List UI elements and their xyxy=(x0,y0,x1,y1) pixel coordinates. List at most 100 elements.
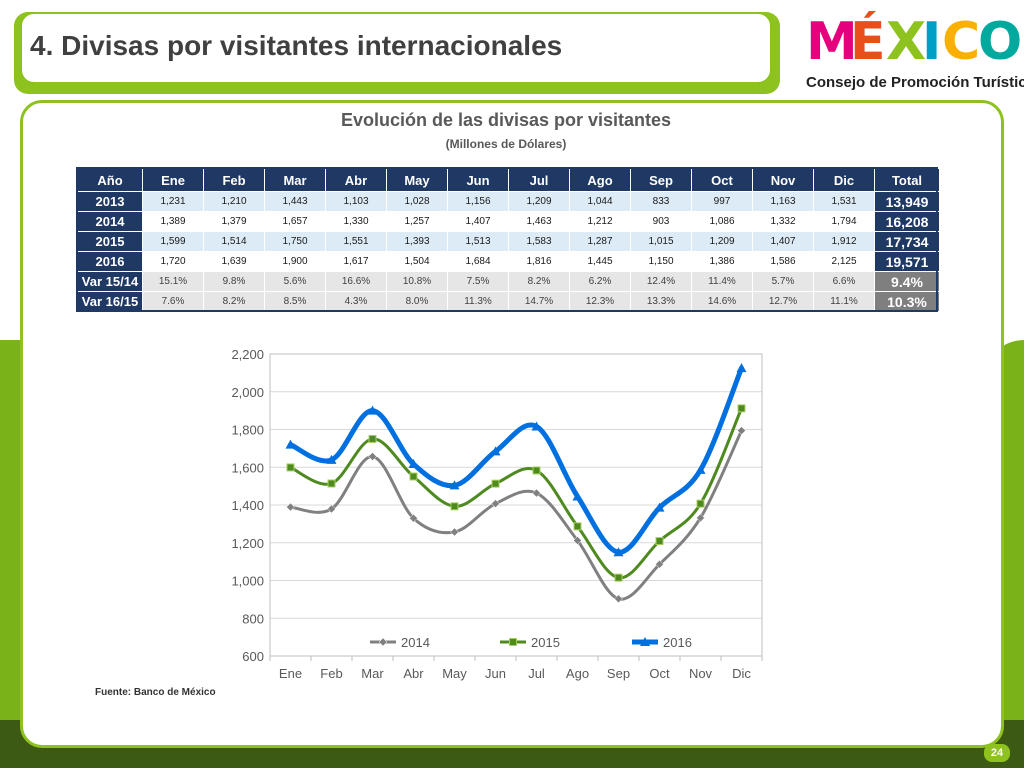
table-cell: 1,684 xyxy=(447,251,509,272)
table-cell: 1,794 xyxy=(813,211,875,232)
table-cell: 11.4% xyxy=(691,271,753,292)
data-point-2015 xyxy=(737,404,746,413)
y-tick-label: 1,800 xyxy=(231,423,264,438)
data-point-2015 xyxy=(450,502,459,511)
table-cell: 1,210 xyxy=(203,191,265,212)
total-cell: 13,949 xyxy=(874,191,940,212)
data-point-2015 xyxy=(286,463,295,472)
data-point-2016 xyxy=(367,405,378,415)
table-cell: 1,257 xyxy=(386,211,448,232)
table-cell: 1,386 xyxy=(691,251,753,272)
header-cell: Ago xyxy=(569,168,631,192)
data-point-2016 xyxy=(285,439,296,449)
header-cell: Mar xyxy=(264,168,326,192)
x-tick-label: Jul xyxy=(528,666,545,681)
data-table: Año Ene Feb Mar Abr May Jun Jul Ago Sep … xyxy=(77,168,940,312)
data-point-2014 xyxy=(491,499,500,509)
table-row: 2015 1,599 1,514 1,750 1,551 1,393 1,513 1,583 1… xyxy=(77,231,940,252)
table-cell: 1,389 xyxy=(142,211,204,232)
data-point-2015 xyxy=(614,573,623,582)
header-cell: Jul xyxy=(508,168,570,192)
table-cell: 1,393 xyxy=(386,231,448,252)
table-cell: 1,028 xyxy=(386,191,448,212)
table-cell: 8.0% xyxy=(386,291,448,312)
data-point-2016 xyxy=(572,491,583,501)
table-cell: 1,287 xyxy=(569,231,631,252)
header-cell: Feb xyxy=(203,168,265,192)
table-header-row: Año Ene Feb Mar Abr May Jun Jul Ago Sep … xyxy=(77,168,940,192)
table-cell: 8.5% xyxy=(264,291,326,312)
header-cell: Total xyxy=(874,168,940,192)
data-point-2016 xyxy=(326,454,337,464)
page-title: 4. Divisas por visitantes internacionale… xyxy=(30,30,563,61)
table-cell: 10.8% xyxy=(386,271,448,292)
x-tick-label: Jun xyxy=(485,666,506,681)
total-cell: 19,571 xyxy=(874,251,940,272)
data-point-2014 xyxy=(450,527,459,537)
x-tick-label: Abr xyxy=(403,666,424,681)
row-label: 2013 xyxy=(77,191,143,212)
table-cell: 14.6% xyxy=(691,291,753,312)
table-cell: 5.6% xyxy=(264,271,326,292)
data-point-2016 xyxy=(736,363,747,373)
legend-label: 2015 xyxy=(531,635,560,650)
row-label: 2015 xyxy=(77,231,143,252)
header-cell: Año xyxy=(77,168,143,192)
table-row: Var 16/15 7.6% 8.2% 8.5% 4.3% 8.0% 11.3% 14.7% 1… xyxy=(77,291,940,312)
data-point-2014 xyxy=(737,426,746,435)
legend-label: 2014 xyxy=(401,635,430,650)
data-point-2014 xyxy=(573,536,582,545)
header-cell: Oct xyxy=(691,168,753,192)
table-cell: 1,209 xyxy=(508,191,570,212)
y-tick-label: 800 xyxy=(242,611,264,626)
header-cell: Nov xyxy=(752,168,814,192)
y-tick-label: 1,200 xyxy=(231,536,264,551)
table-cell: 1,407 xyxy=(752,231,814,252)
table-row: 2014 1,389 1,379 1,657 1,330 1,257 1,407 1,463 1… xyxy=(77,211,940,232)
data-point-2015 xyxy=(368,434,377,443)
data-point-2015 xyxy=(409,472,418,481)
table-cell: 1,443 xyxy=(264,191,326,212)
data-point-2014 xyxy=(368,452,377,461)
logo-subtitle: Consejo de Promoción Turística xyxy=(806,74,1024,91)
series-line-2016 xyxy=(288,365,744,555)
table-cell: 1,103 xyxy=(325,191,387,212)
table-cell: 1,163 xyxy=(752,191,814,212)
table-cell: 1,551 xyxy=(325,231,387,252)
header-cell: May xyxy=(386,168,448,192)
table-cell: 1,332 xyxy=(752,211,814,232)
table-cell: 1,086 xyxy=(691,211,753,232)
header-cell: Sep xyxy=(630,168,692,192)
table-cell: 1,586 xyxy=(752,251,814,272)
table-cell: 1,657 xyxy=(264,211,326,232)
header-cell: Jun xyxy=(447,168,509,192)
data-point-2016 xyxy=(449,480,460,490)
header-cell: Ene xyxy=(142,168,204,192)
table-cell: 1,156 xyxy=(447,191,509,212)
data-point-2014 xyxy=(532,488,541,498)
table-cell: 4.3% xyxy=(325,291,387,312)
row-label: 2014 xyxy=(77,211,143,232)
table-cell: 833 xyxy=(630,191,692,212)
y-tick-label: 1,400 xyxy=(231,498,264,513)
total-cell: 10.3% xyxy=(874,291,940,312)
table-cell: 9.8% xyxy=(203,271,265,292)
table-cell: 16.6% xyxy=(325,271,387,292)
data-point-2014 xyxy=(327,504,336,514)
table-cell: 5.7% xyxy=(752,271,814,292)
y-tick-label: 2,200 xyxy=(231,347,264,362)
table-cell: 903 xyxy=(630,211,692,232)
table-cell: 1,445 xyxy=(569,251,631,272)
data-point-2015 xyxy=(655,537,664,546)
x-tick-label: Mar xyxy=(361,666,384,681)
row-label: 2016 xyxy=(77,251,143,272)
data-point-2015 xyxy=(696,499,705,508)
table-cell: 14.7% xyxy=(508,291,570,312)
table-cell: 8.2% xyxy=(203,291,265,312)
data-point-2014 xyxy=(286,502,295,512)
table-cell: 1,212 xyxy=(569,211,631,232)
header-cell: Dic xyxy=(813,168,875,192)
table-cell: 12.7% xyxy=(752,291,814,312)
line-chart: 600 800 1,000 1,200 1,400 1,600 1,800 2,000 2,20… xyxy=(231,347,763,681)
table-cell: 997 xyxy=(691,191,753,212)
